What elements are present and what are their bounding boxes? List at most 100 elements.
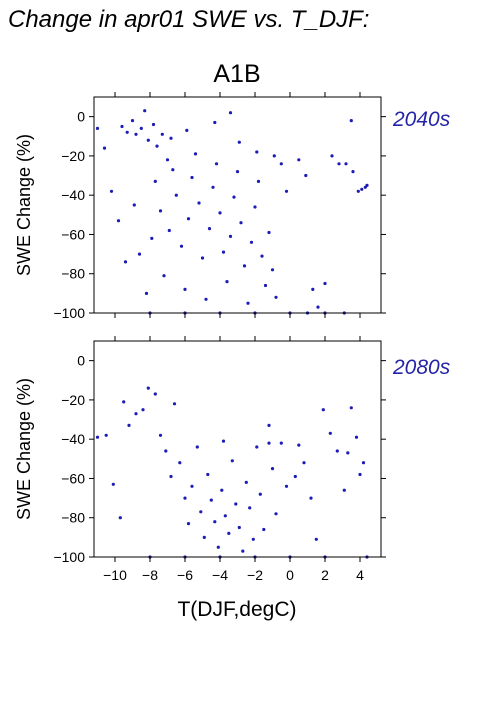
data-point (120, 124, 124, 129)
data-point (204, 297, 208, 301)
data-point (209, 498, 213, 502)
x-tick-label: 0 (286, 567, 294, 583)
y-tick-label: −60 (61, 226, 85, 242)
data-point (139, 126, 143, 130)
y-tick-label: 0 (77, 353, 85, 369)
data-point (125, 130, 129, 134)
data-point (279, 441, 283, 445)
data-point (122, 400, 126, 404)
data-point (360, 187, 364, 191)
data-point (206, 472, 210, 477)
data-point (183, 496, 187, 500)
data-point (223, 514, 227, 518)
data-point (344, 162, 348, 166)
data-point (279, 162, 283, 166)
data-point (123, 260, 128, 264)
data-point (213, 520, 217, 524)
scenario-title: A1B (213, 60, 260, 88)
data-point (130, 119, 135, 123)
data-point (255, 150, 259, 154)
data-point (267, 441, 271, 445)
data-point (284, 484, 289, 488)
data-point (309, 496, 313, 500)
data-point (311, 287, 315, 291)
data-point (337, 162, 341, 166)
data-point (143, 109, 147, 113)
data-point (158, 209, 163, 213)
x-tick-label: −10 (103, 567, 127, 583)
data-point (134, 412, 138, 416)
data-point (132, 203, 136, 207)
data-point (190, 484, 194, 488)
data-point (358, 472, 362, 477)
data-point (253, 205, 257, 209)
data-point (232, 195, 236, 199)
data-point (227, 531, 231, 536)
data-point (146, 386, 150, 390)
data-point (118, 516, 122, 520)
data-point (185, 128, 189, 132)
data-point (116, 219, 121, 223)
x-axis-label: T(DJF,degC) (177, 598, 296, 621)
data-point (186, 217, 191, 221)
data-point (134, 132, 138, 136)
data-point (321, 408, 325, 412)
x-tick-label: 4 (356, 567, 364, 583)
points-2080s (95, 386, 369, 559)
data-point (342, 488, 346, 492)
data-point (200, 256, 205, 260)
data-point (202, 535, 206, 540)
data-point (207, 227, 212, 231)
data-point (179, 244, 184, 248)
data-point (220, 488, 224, 492)
data-point (144, 291, 149, 295)
data-point (225, 280, 229, 284)
data-point (104, 433, 108, 437)
data-point (216, 545, 220, 549)
data-point (221, 250, 226, 254)
data-point (239, 221, 243, 225)
data-point (197, 201, 201, 205)
data-point (153, 179, 157, 183)
data-point (137, 252, 142, 256)
y-axis-label-2040s: SWE Change (%) (14, 134, 34, 276)
data-point (244, 480, 248, 484)
data-point (214, 162, 219, 166)
data-point (270, 467, 275, 471)
data-point (169, 136, 173, 140)
y-tick-label: −60 (61, 470, 85, 486)
data-point (171, 168, 175, 172)
data-point (150, 236, 154, 240)
data-point (328, 431, 332, 435)
ticks-2040s: 0 −20 −40 −60 −80 −100 (53, 92, 386, 321)
period-label-2040s: 2040s (392, 108, 451, 131)
points-2040s (95, 109, 369, 315)
data-point (109, 189, 114, 193)
y-tick-label: −80 (61, 510, 85, 526)
x-tick-label: −8 (142, 567, 158, 583)
data-point (304, 173, 308, 178)
data-point (349, 119, 353, 123)
y-tick-label: −80 (61, 266, 85, 282)
data-point (162, 274, 166, 278)
data-point (293, 474, 297, 479)
data-point (274, 512, 278, 516)
data-point (164, 449, 168, 453)
data-point (263, 283, 268, 288)
x-tick-label: −6 (177, 567, 193, 583)
data-point (146, 138, 150, 142)
y-tick-label: 0 (77, 109, 85, 125)
data-point (246, 301, 250, 305)
data-point (165, 158, 170, 162)
data-point (158, 433, 163, 437)
data-point (251, 537, 255, 541)
data-point (228, 234, 233, 238)
data-point (218, 211, 222, 215)
data-point (314, 537, 318, 541)
data-point (195, 445, 199, 449)
data-point (351, 170, 355, 174)
data-point (356, 189, 360, 193)
data-point (174, 193, 178, 197)
data-point (274, 295, 278, 299)
